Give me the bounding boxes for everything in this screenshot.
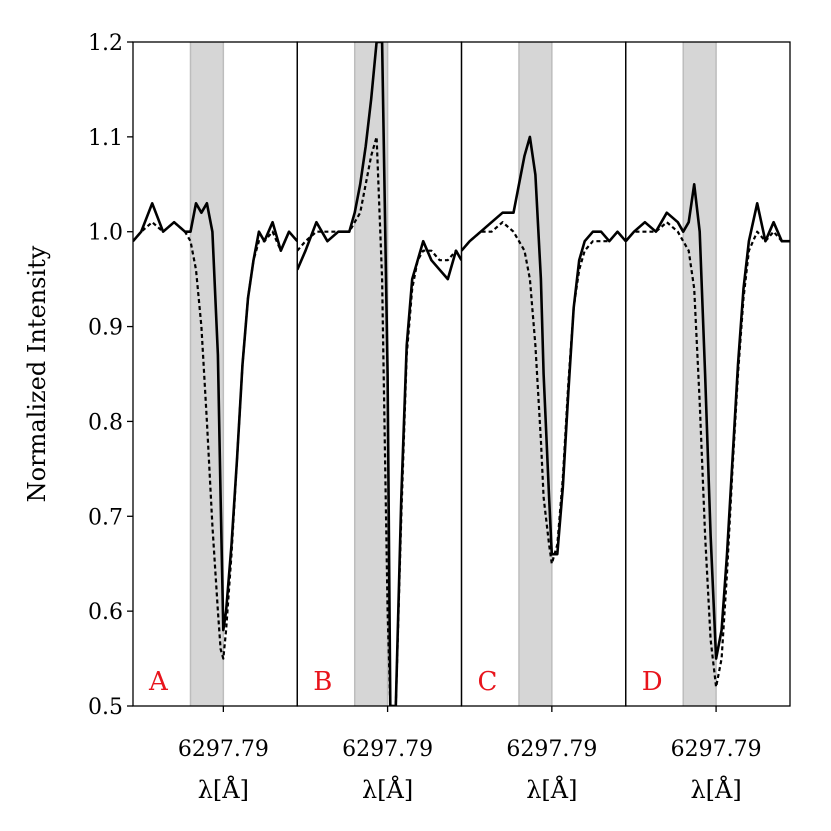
x-axis-label: λ[Å] <box>690 775 741 804</box>
x-axis-label: λ[Å] <box>526 775 577 804</box>
x-tick-label: 6297.79 <box>178 737 269 762</box>
solid-series-line <box>625 183 790 660</box>
panel-c: C 6297.79 λ[Å] <box>460 41 627 804</box>
y-axis: 0.5 0.6 0.7 0.8 0.9 1.0 1.1 1.2 <box>88 31 133 720</box>
dashed-series-line <box>297 135 462 706</box>
dashed-series-line <box>133 221 298 660</box>
y-tick-label: 0.7 <box>88 505 123 530</box>
panel-label: B <box>313 667 332 697</box>
panel-a: A 6297.79 λ[Å] <box>132 41 298 804</box>
dashed-series-line <box>625 221 790 689</box>
y-tick-label: 1.2 <box>88 31 123 56</box>
x-tick-label: 6297.79 <box>342 737 433 762</box>
panel-b: B 6297.79 λ[Å] <box>296 41 463 804</box>
y-tick-label: 1.0 <box>88 221 123 246</box>
x-axis-label: λ[Å] <box>362 775 413 804</box>
panel-label: C <box>478 667 498 697</box>
y-tick-label: 0.6 <box>88 600 123 625</box>
shaded-band <box>518 42 552 706</box>
x-tick-label: 6297.79 <box>671 737 762 762</box>
panels: A 6297.79 λ[Å] B 6297.79 λ[Å] C 6297.79 λ[Å] D 629… <box>132 41 791 804</box>
panel-frame <box>625 41 791 707</box>
panel-label: A <box>148 667 169 697</box>
y-tick-label: 0.5 <box>88 695 123 720</box>
solid-series-line <box>297 42 462 706</box>
shaded-band <box>683 42 717 706</box>
y-tick-label: 1.1 <box>88 126 123 151</box>
y-tick-label: 0.9 <box>88 316 123 341</box>
y-tick-label: 0.8 <box>88 410 123 435</box>
dashed-series-line <box>461 221 626 565</box>
panel-label: D <box>642 667 663 697</box>
x-tick-label: 6297.79 <box>506 737 597 762</box>
x-axis-label: λ[Å] <box>198 775 249 804</box>
solid-series-line <box>461 135 626 556</box>
y-axis-label: Normalized Intensity <box>23 245 51 502</box>
panel-d: D 6297.79 λ[Å] <box>625 41 791 804</box>
